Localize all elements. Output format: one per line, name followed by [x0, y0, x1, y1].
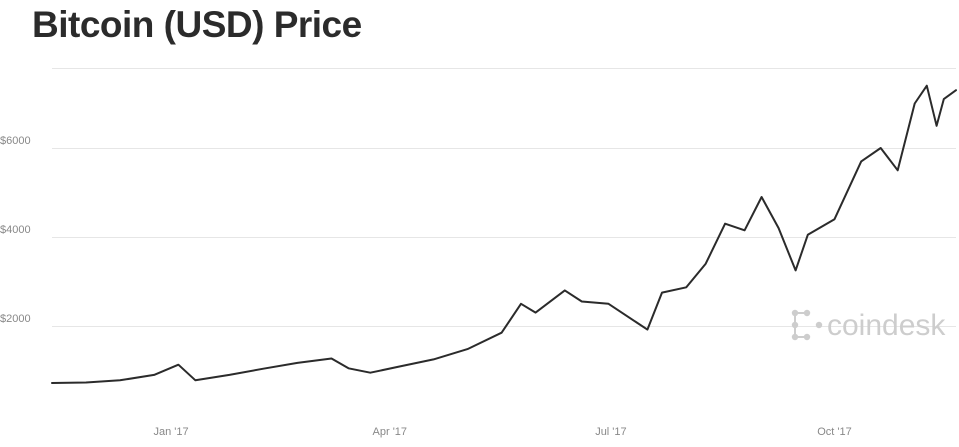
x-axis-ticks: Jan '17 Apr '17 Jul '17 Oct '17	[154, 426, 852, 438]
y-tick-label: $4000	[0, 224, 31, 236]
x-tick-label: Jan '17	[154, 426, 189, 438]
y-tick-label: $6000	[0, 135, 31, 147]
coindesk-wordmark: coindesk	[827, 309, 946, 342]
coindesk-watermark: coindesk	[791, 309, 946, 342]
x-tick-label: Oct '17	[817, 426, 852, 438]
x-tick-label: Jul '17	[595, 426, 626, 438]
coindesk-logo-icon	[791, 309, 823, 341]
gridlines	[52, 68, 956, 327]
y-axis-ticks: $2000 $4000 $6000	[0, 135, 31, 325]
chart-title: Bitcoin (USD) Price	[32, 4, 362, 45]
x-tick-label: Apr '17	[373, 426, 408, 438]
y-tick-label: $2000	[0, 313, 31, 325]
price-series-line	[51, 84, 957, 384]
